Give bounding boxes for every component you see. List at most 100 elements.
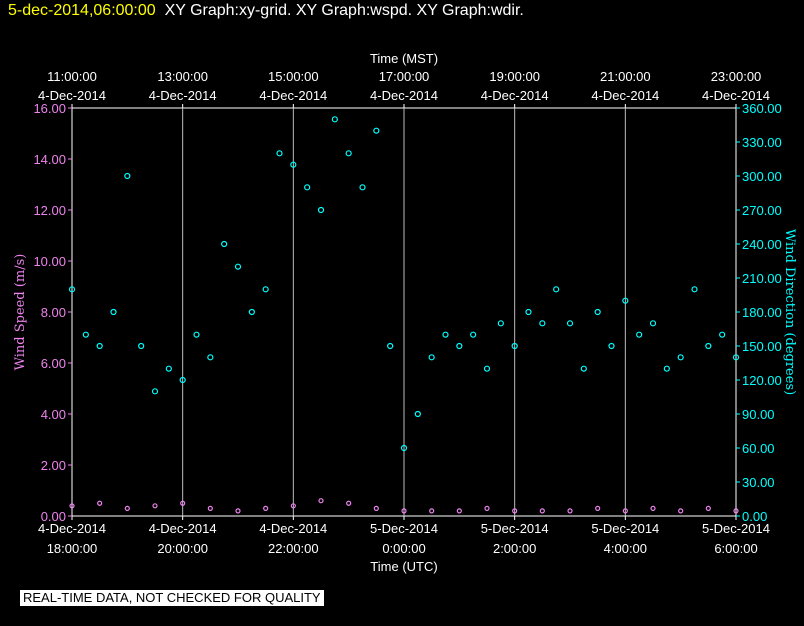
wind-direction-point [179,376,186,384]
y-left-tick-label: 14.00 [33,152,66,167]
wind-speed-point [97,500,103,506]
wind-direction-point [705,342,712,350]
wind-direction-point [622,297,629,304]
wind-speed-point [401,508,407,514]
wind-speed-point [512,508,518,514]
wind-direction-point [304,184,311,191]
wind-speed-point [180,500,186,506]
wind-direction-point [719,331,726,338]
wind-speed-point [263,505,269,511]
wind-direction-point [511,342,518,350]
wind-direction-point [677,354,684,361]
y-left-tick-label: 2.00 [41,458,66,473]
wind-direction-point [345,150,352,157]
x-tick-label-mst-date: 4-Dec-2014 [370,88,438,103]
y-left-tick-label: 4.00 [41,407,66,422]
y-left-tick-label: 8.00 [41,305,66,320]
wind-direction-point [124,172,131,180]
wind-direction-point [553,286,560,293]
wind-direction-point [151,388,159,395]
wind-direction-point [525,308,532,316]
y-left-tick-label: 6.00 [41,356,66,371]
wind-direction-point [234,263,242,270]
y-right-tick-label: 240.00 [742,237,782,252]
x-tick-label-utc-time: 6:00:00 [714,541,757,556]
wind-speed-point [456,508,462,514]
y-right-tick-label: 90.00 [742,407,775,422]
wind-direction-point [594,308,601,316]
wind-direction-point [566,320,574,327]
wind-direction-point [331,116,338,123]
x-tick-label-mst-time: 23:00:00 [711,69,762,84]
wind-direction-point [636,331,643,338]
wind-speed-point [539,508,545,514]
y-right-tick-label: 270.00 [742,203,782,218]
wind-direction-point [373,127,380,134]
wind-direction-point [456,342,463,350]
x-tick-label-mst-date: 4-Dec-2014 [149,88,217,103]
wind-direction-point [138,342,145,350]
y-left-tick-label: 10.00 [33,254,66,269]
quality-notice: REAL-TIME DATA, NOT CHECKED FOR QUALITY [20,590,324,606]
y-left-axis-title: Wind Speed (m/s) [13,254,28,371]
x-axis-title-bottom: Time (UTC) [370,559,437,574]
wind-direction-point [387,342,394,350]
wind-direction-point [193,331,200,338]
x-tick-label-utc-date: 5-Dec-2014 [481,521,549,536]
x-tick-label-mst-time: 19:00:00 [489,69,540,84]
y-right-tick-label: 180.00 [742,305,782,320]
wind-direction-point [82,331,89,338]
x-tick-label-mst-time: 11:00:00 [47,69,97,84]
wind-direction-point [400,444,408,452]
wind-direction-point [580,365,587,372]
wind-direction-point [732,354,740,361]
x-tick-label-mst-date: 4-Dec-2014 [481,88,549,103]
x-tick-label-mst-date: 4-Dec-2014 [591,88,659,103]
x-tick-label-mst-date: 4-Dec-2014 [259,88,327,103]
x-tick-label-utc-time: 22:00:00 [268,541,319,556]
x-tick-label-utc-date: 4-Dec-2014 [149,521,217,536]
x-tick-label-utc-time: 20:00:00 [157,541,208,556]
wind-direction-point [317,206,325,214]
y-right-tick-label: 60.00 [742,441,775,456]
y-left-tick-label: 16.00 [33,101,66,116]
x-tick-label-mst-time: 17:00:00 [379,69,430,84]
x-tick-label-utc-time: 2:00:00 [493,541,536,556]
wind-speed-point [290,503,296,509]
wind-speed-point [235,508,241,514]
wind-speed-point [152,503,158,509]
wind-direction-point [483,365,491,372]
wind-speed-point [595,505,601,511]
y-right-tick-label: 360.00 [742,101,782,116]
y-right-tick-label: 30.00 [742,475,775,490]
y-right-tick-label: 300.00 [742,169,782,184]
y-right-tick-label: 330.00 [742,135,782,150]
wind-speed-point [733,508,739,514]
wind-speed-point [567,508,573,514]
wind-speed-point [346,500,352,506]
wind-speed-point [373,505,379,511]
wind-speed-point [650,505,656,511]
wind-direction-point [691,286,698,293]
y-right-tick-label: 150.00 [742,339,782,354]
x-tick-label-utc-date: 5-Dec-2014 [702,521,770,536]
wind-direction-point [276,150,283,157]
x-tick-label-utc-date: 5-Dec-2014 [370,521,438,536]
wind-direction-point [110,308,117,316]
x-tick-label-utc-date: 4-Dec-2014 [259,521,327,536]
wind-direction-point [608,342,615,350]
wind-speed-point [678,508,684,514]
wind-speed-point [124,505,130,511]
x-tick-label-utc-time: 18:00:00 [47,541,98,556]
wind-speed-point [318,498,324,504]
x-tick-label-mst-date: 4-Dec-2014 [702,88,770,103]
wind-speed-point [207,505,213,511]
x-tick-label-mst-time: 15:00:00 [268,69,319,84]
y-left-tick-label: 12.00 [33,203,66,218]
wind-direction-point [165,365,172,372]
x-tick-label-mst-time: 21:00:00 [600,69,651,84]
wind-direction-point [248,308,255,316]
wind-direction-point [442,331,449,338]
header-graph-names: XY Graph:xy-grid. XY Graph:wspd. XY Grap… [164,2,524,19]
